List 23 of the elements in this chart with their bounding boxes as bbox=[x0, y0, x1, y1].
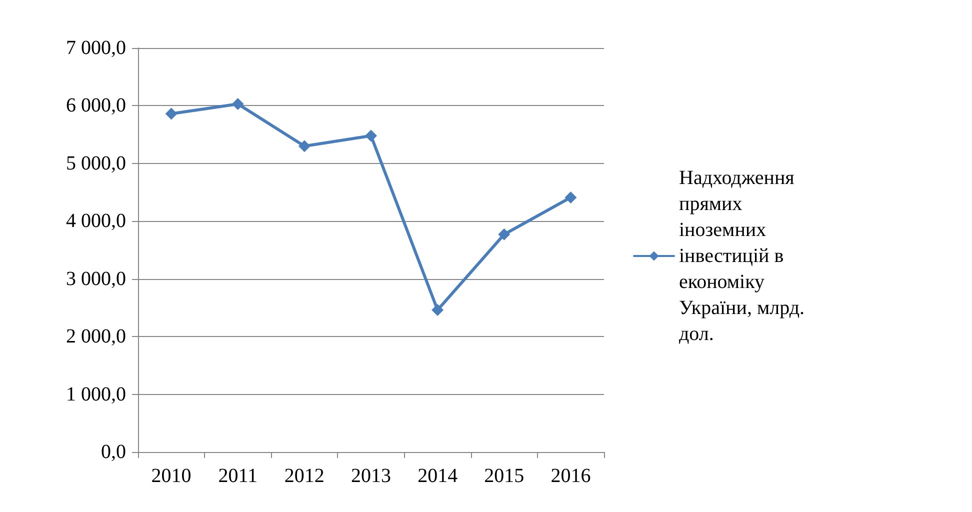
y-tick-label: 2 000,0 bbox=[66, 326, 126, 348]
x-tick-label: 2015 bbox=[484, 465, 524, 487]
y-tick-label: 4 000,0 bbox=[66, 210, 126, 232]
point bbox=[498, 228, 510, 240]
point bbox=[298, 140, 310, 152]
point bbox=[432, 304, 444, 316]
x-tick-label: 2011 bbox=[218, 465, 258, 487]
x-tick-label: 2010 bbox=[151, 465, 192, 487]
y-tick-label: 1 000,0 bbox=[66, 383, 126, 406]
y-tick-label: 6 000,0 bbox=[66, 94, 126, 117]
legend-label: Надходження прямих іноземних інвестицій в економіку України, млрд. дол. bbox=[679, 167, 810, 345]
x-tick-label: 2016 bbox=[550, 465, 591, 487]
y-tick-label: 3 000,0 bbox=[66, 268, 126, 290]
point bbox=[232, 98, 244, 110]
point bbox=[365, 130, 377, 142]
y-tick-label: 7 000,0 bbox=[66, 37, 126, 59]
y-tick-label: 5 000,0 bbox=[66, 152, 126, 174]
x-tick-label: 2012 bbox=[284, 465, 324, 487]
x-tick-label: 2013 bbox=[351, 465, 391, 487]
point bbox=[165, 108, 178, 120]
y-tick-label: 0,0 bbox=[101, 441, 126, 463]
x-tick-label: 2014 bbox=[418, 465, 458, 487]
point bbox=[564, 191, 577, 204]
